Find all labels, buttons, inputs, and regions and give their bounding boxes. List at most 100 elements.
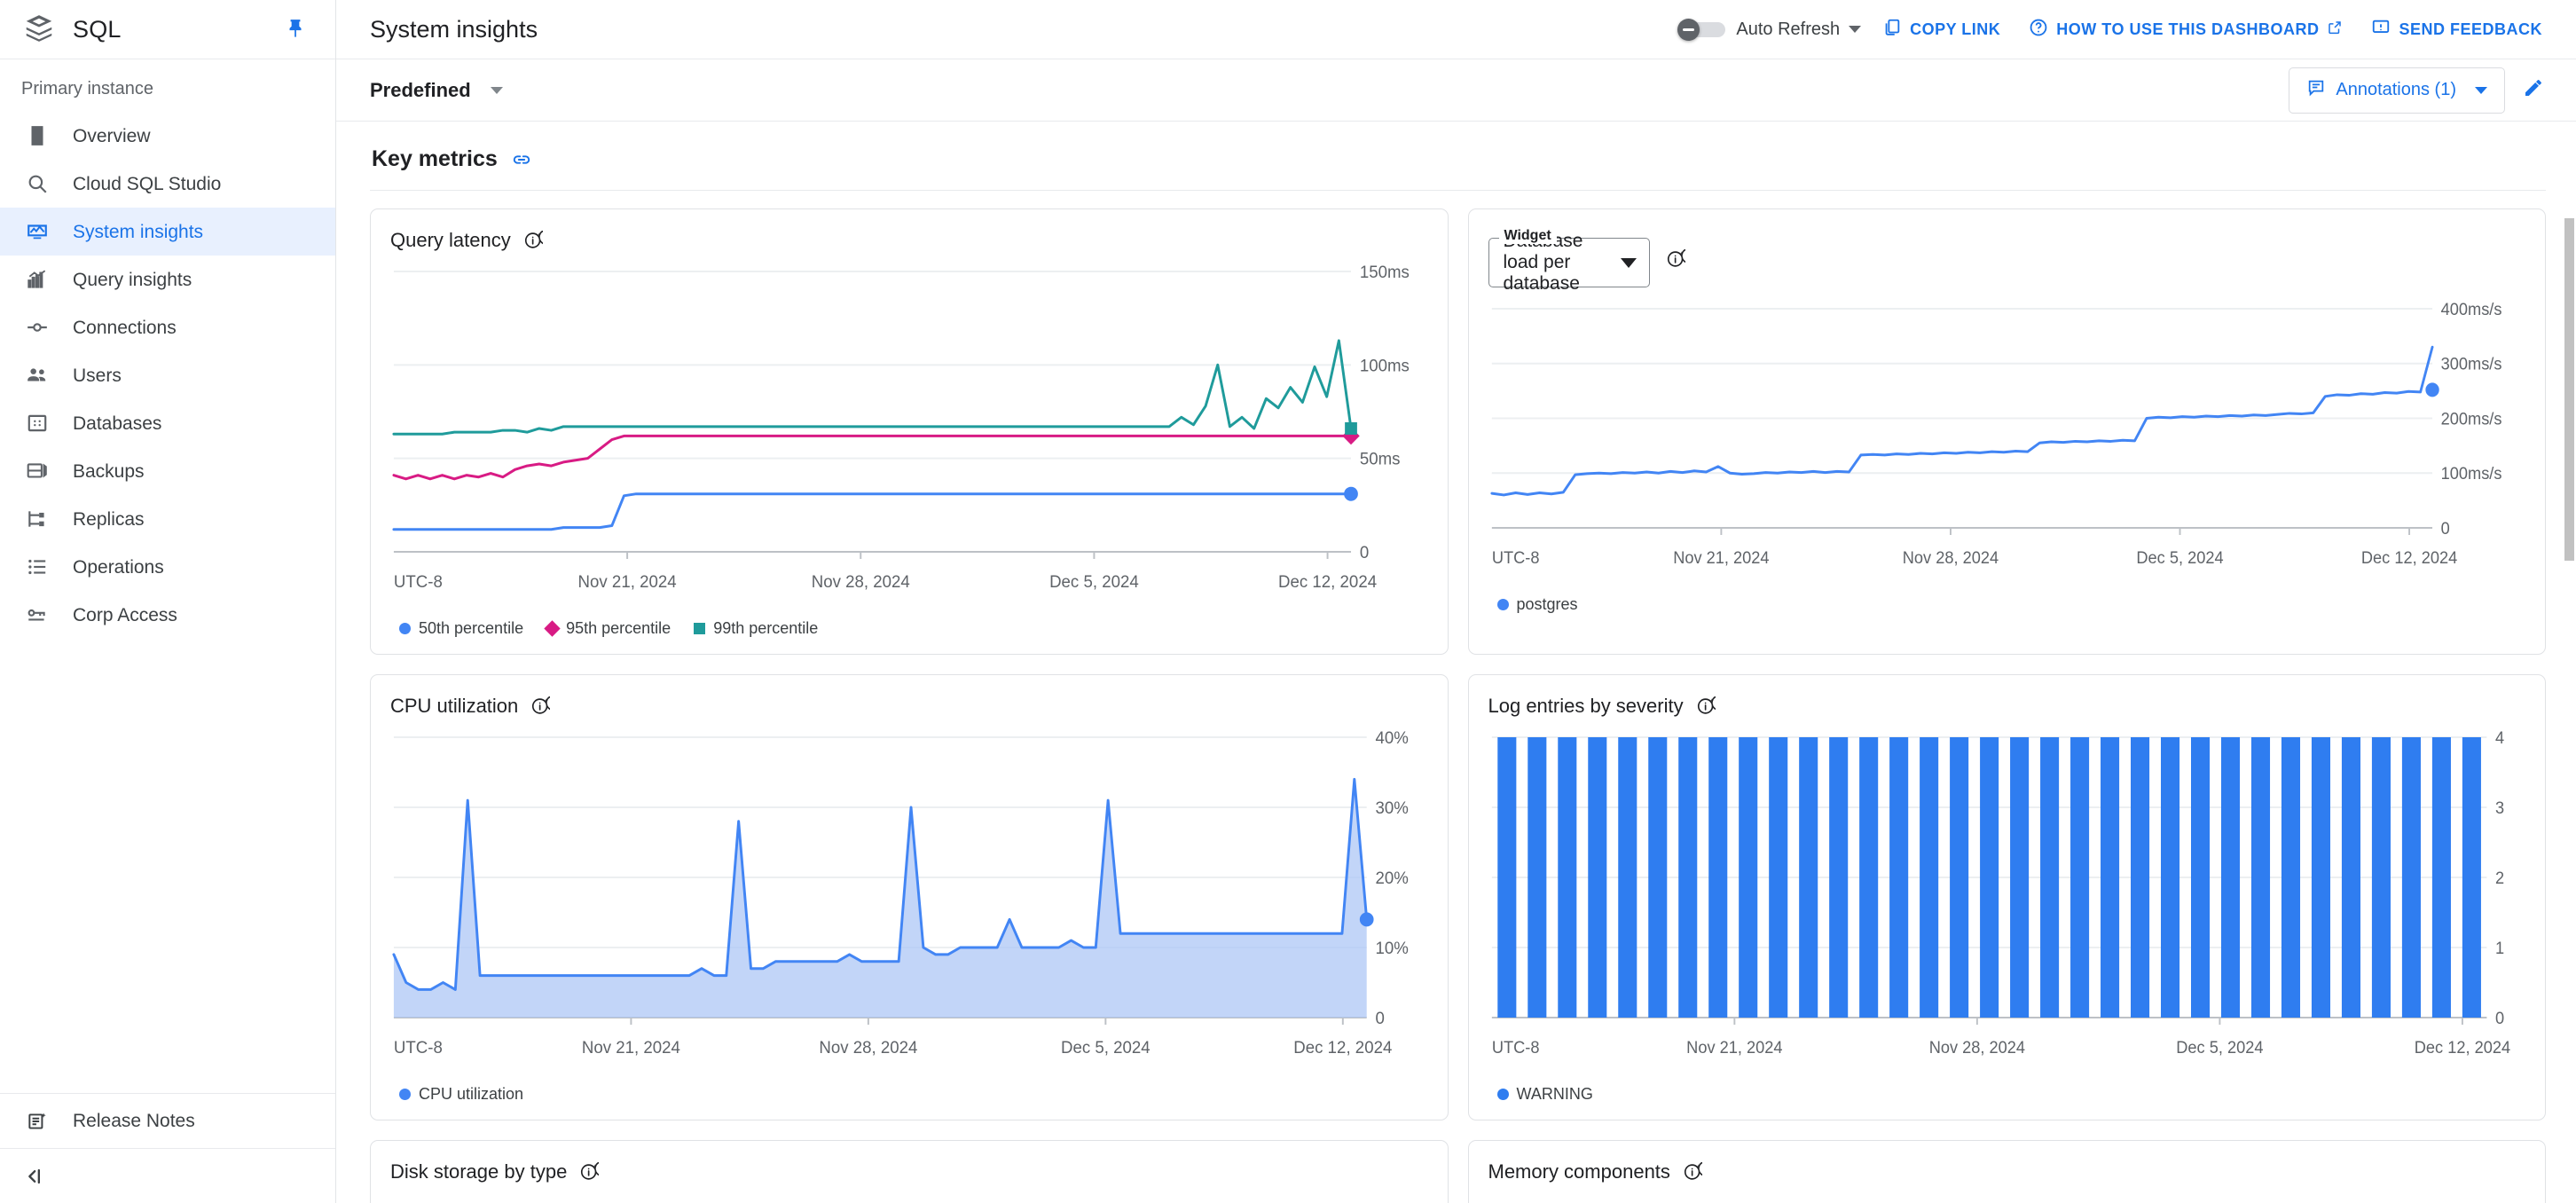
legend-label: CPU utilization	[419, 1085, 524, 1103]
feedback-icon	[2371, 18, 2391, 42]
how-to-use-dashboard-button[interactable]: HOW TO USE THIS DASHBOARD	[2014, 9, 2357, 51]
sidebar-item-label: Cloud SQL Studio	[73, 173, 222, 194]
sidebar-item-replicas[interactable]: Replicas	[0, 495, 335, 543]
legend-item[interactable]: CPU utilization	[399, 1085, 523, 1104]
svg-text:Nov 21, 2024: Nov 21, 2024	[582, 1038, 680, 1057]
top-actions: Auto Refresh COPY LINK HOW TO USE THIS D…	[1677, 9, 2556, 51]
svg-text:UTC-8: UTC-8	[394, 1038, 443, 1057]
legend-item[interactable]: WARNING	[1496, 1085, 1593, 1104]
info-sparkle-icon[interactable]	[530, 696, 551, 716]
sidebar-item-databases[interactable]: Databases	[0, 399, 335, 447]
card-header: Log entries by severity	[1488, 691, 2526, 721]
plot-query-latency[interactable]: 0 50ms 100ms 150ms UTC-8 Nov 21, 2024 Nov 28, …	[390, 256, 1428, 610]
sub-bar: Predefined Annotations (1)	[336, 59, 2576, 122]
svg-text:Dec 5, 2024: Dec 5, 2024	[1049, 572, 1139, 591]
svg-text:Nov 28, 2024: Nov 28, 2024	[1928, 1038, 2024, 1057]
svg-text:Nov 21, 2024: Nov 21, 2024	[1673, 548, 1769, 567]
widget-row: Widget Database load per database	[1488, 225, 2526, 294]
plot-database-load[interactable]: 0 100ms/s 200ms/s 300ms/s 400ms/s UTC-8 Nov 21…	[1488, 293, 2526, 586]
copy-link-label: COPY LINK	[1910, 20, 2001, 38]
edit-dashboard-button[interactable]	[2514, 71, 2553, 110]
svg-text:Dec 5, 2024: Dec 5, 2024	[2136, 548, 2223, 567]
section-header: Key metrics	[370, 122, 2546, 190]
legend-label: WARNING	[1516, 1085, 1593, 1103]
page-title: System insights	[370, 15, 538, 43]
dashboard-content: Key metrics Query latency	[336, 122, 2576, 1203]
svg-text:0: 0	[1360, 543, 1369, 562]
collapse-panel-icon[interactable]	[0, 1148, 335, 1203]
plot-log-entries[interactable]: 0 1 2 3 4 UTC-8 Nov 21, 2024 Nov 28, 2024 Dec 5,…	[1488, 721, 2526, 1076]
legend-item[interactable]: postgres	[1496, 595, 1578, 614]
sidebar-item-overview[interactable]: Overview	[0, 112, 335, 160]
svg-text:Dec 12, 2024: Dec 12, 2024	[2414, 1038, 2509, 1057]
svg-text:100ms/s: 100ms/s	[2440, 464, 2501, 483]
auto-refresh-control[interactable]: Auto Refresh	[1677, 19, 1862, 41]
info-sparkle-icon[interactable]	[523, 231, 543, 250]
info-sparkle-icon[interactable]	[1666, 249, 1685, 269]
sidebar-item-users[interactable]: Users	[0, 351, 335, 399]
sidebar-item-release-notes[interactable]: Release Notes	[0, 1093, 335, 1148]
legend-database-load: postgres	[1488, 586, 2526, 616]
card-title: CPU utilization	[390, 695, 519, 717]
sidebar-section-label: Primary instance	[21, 79, 153, 98]
legend-swatch-95th	[544, 620, 561, 637]
legend-query-latency: 50th percentile 95th percentile 99th per…	[390, 610, 1428, 640]
svg-text:UTC-8: UTC-8	[1491, 548, 1539, 567]
release-notes-icon	[21, 1105, 53, 1137]
svg-text:30%: 30%	[1376, 798, 1410, 817]
databases-icon	[21, 407, 53, 439]
sidebar-nav: Overview Cloud SQL Studio System insight…	[0, 112, 335, 639]
svg-text:Nov 28, 2024: Nov 28, 2024	[819, 1038, 917, 1057]
sidebar-item-backups[interactable]: Backups	[0, 447, 335, 495]
info-sparkle-icon[interactable]	[1696, 696, 1716, 716]
svg-text:2: 2	[2494, 869, 2503, 887]
copy-link-button[interactable]: COPY LINK	[1868, 9, 2014, 51]
info-sparkle-icon[interactable]	[1683, 1162, 1702, 1182]
legend-swatch-warning	[1496, 1089, 1509, 1100]
sidebar-item-label: Replicas	[73, 508, 145, 530]
replicas-icon	[21, 503, 53, 535]
sidebar-item-connections[interactable]: Connections	[0, 303, 335, 351]
users-icon	[21, 359, 53, 391]
legend-swatch-cpu	[399, 1089, 411, 1100]
svg-text:Dec 5, 2024: Dec 5, 2024	[2176, 1038, 2263, 1057]
link-icon[interactable]	[512, 150, 531, 169]
cloud-sql-logo-icon	[21, 12, 57, 47]
sidebar-item-system-insights[interactable]: System insights	[0, 208, 335, 256]
annotation-icon	[2306, 78, 2326, 103]
pencil-icon	[2523, 77, 2544, 103]
predefined-dropdown[interactable]: Predefined	[370, 79, 503, 102]
legend-label: 50th percentile	[419, 619, 524, 637]
auto-refresh-toggle[interactable]	[1677, 19, 1726, 41]
info-sparkle-icon[interactable]	[579, 1162, 600, 1182]
sidebar-item-query-insights[interactable]: Query insights	[0, 256, 335, 303]
scrollbar-thumb[interactable]	[2564, 218, 2574, 561]
card-memory-components: Memory components	[1467, 1140, 2546, 1203]
legend-item[interactable]: 50th percentile	[399, 619, 523, 638]
svg-text:Nov 21, 2024: Nov 21, 2024	[1686, 1038, 1782, 1057]
annotations-button[interactable]: Annotations (1)	[2289, 67, 2505, 114]
svg-text:200ms/s: 200ms/s	[2440, 409, 2501, 428]
legend-label: postgres	[1516, 595, 1578, 613]
sidebar-item-corp-access[interactable]: Corp Access	[0, 591, 335, 639]
legend-item[interactable]: 99th percentile	[694, 619, 818, 638]
search-icon	[21, 168, 53, 200]
widget-select-box[interactable]: Database load per database	[1488, 231, 1650, 294]
svg-text:400ms/s: 400ms/s	[2440, 300, 2501, 318]
chevron-down-icon[interactable]	[1849, 26, 1862, 33]
plot-cpu-utilization[interactable]: 0 10% 20% 30% 40% UTC-8 Nov 21, 2024 Nov 28, 20…	[390, 721, 1428, 1076]
legend-cpu-utilization: CPU utilization	[390, 1076, 1428, 1105]
pin-icon[interactable]	[280, 14, 310, 44]
sidebar-item-label: Databases	[73, 413, 162, 434]
chevron-down-icon	[2475, 86, 2487, 94]
sidebar-item-operations[interactable]: Operations	[0, 543, 335, 591]
widget-select[interactable]: Widget Database load per database	[1488, 228, 1650, 294]
backups-icon	[21, 455, 53, 487]
vertical-scrollbar[interactable]	[2563, 0, 2576, 1203]
copy-link-icon	[1882, 18, 1902, 42]
send-feedback-button[interactable]: SEND FEEDBACK	[2357, 9, 2556, 51]
send-feedback-label: SEND FEEDBACK	[2399, 20, 2542, 38]
sidebar-item-cloud-sql-studio[interactable]: Cloud SQL Studio	[0, 160, 335, 208]
legend-item[interactable]: 95th percentile	[544, 619, 671, 638]
svg-text:0: 0	[2494, 1009, 2503, 1027]
